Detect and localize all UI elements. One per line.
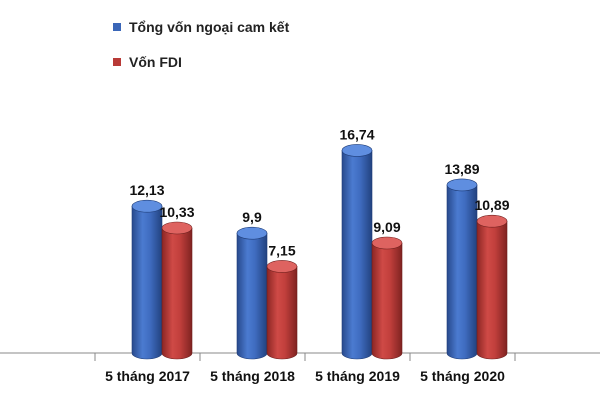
- x-tick-label: 5 tháng 2017: [105, 368, 190, 384]
- bar-top: [446, 178, 478, 192]
- x-tick-label: 5 tháng 2020: [420, 368, 505, 384]
- bar: [131, 199, 163, 360]
- bar-top: [131, 199, 163, 213]
- bar-body: [341, 150, 373, 360]
- data-label: 16,74: [339, 126, 374, 142]
- bar-top: [341, 144, 373, 157]
- bar-body: [131, 205, 163, 360]
- data-label: 7,15: [268, 242, 295, 258]
- legend-item-tong-von: Tổng vốn ngoại cam kết: [113, 18, 289, 36]
- bar-top: [161, 221, 193, 235]
- chart-legend: Tổng vốn ngoại cam kết Vốn FDI: [113, 18, 289, 88]
- bar: [371, 236, 403, 360]
- bar: [341, 144, 373, 360]
- bar: [266, 260, 298, 360]
- bar: [476, 214, 508, 360]
- bar-body: [161, 227, 193, 360]
- bar-body: [266, 266, 298, 360]
- bar-body: [236, 232, 268, 360]
- legend-item-von-fdi: Vốn FDI: [113, 53, 289, 71]
- x-tick-label: 5 tháng 2018: [210, 368, 295, 384]
- legend-swatch-red: [113, 58, 121, 66]
- data-label: 10,89: [474, 197, 509, 213]
- bar-body: [446, 184, 478, 360]
- x-tick-label: 5 tháng 2019: [315, 368, 400, 384]
- bar-top: [371, 236, 403, 250]
- legend-label-tong-von: Tổng vốn ngoại cam kết: [129, 19, 290, 35]
- data-label: 12,13: [129, 182, 164, 198]
- bar-body: [371, 242, 403, 360]
- bar: [446, 178, 478, 360]
- bar: [236, 226, 268, 360]
- bar-top: [266, 260, 298, 273]
- bar-top: [236, 226, 268, 240]
- bar: [161, 221, 193, 360]
- data-label: 13,89: [444, 161, 479, 177]
- legend-label-von-fdi: Vốn FDI: [129, 54, 182, 70]
- data-label: 9,9: [242, 209, 262, 225]
- bar-body: [476, 220, 508, 360]
- data-label: 9,09: [373, 219, 400, 235]
- data-label: 10,33: [159, 204, 194, 220]
- legend-swatch-blue: [113, 23, 121, 31]
- bar-top: [476, 214, 508, 228]
